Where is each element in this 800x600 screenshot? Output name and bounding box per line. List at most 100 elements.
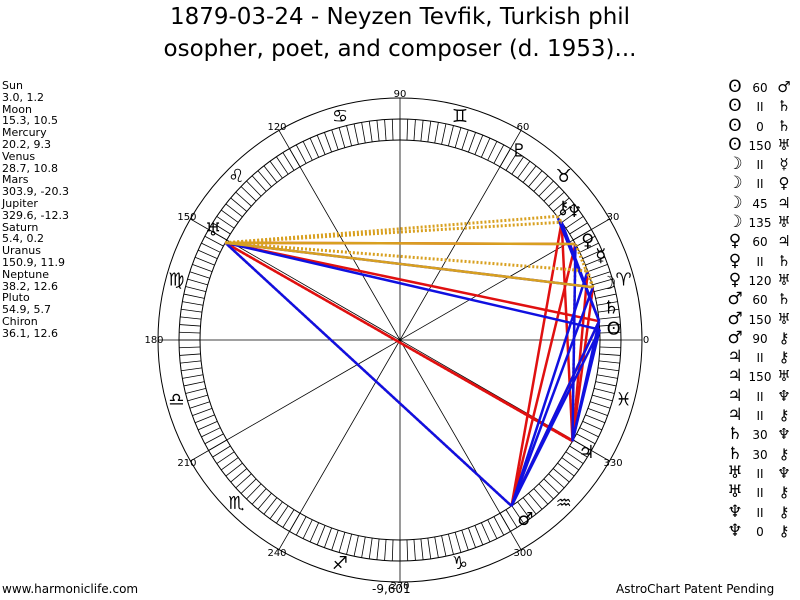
aspect-value: 30 (752, 428, 768, 443)
degree-tick (597, 308, 619, 313)
mercury-icon: ☿ (779, 155, 789, 174)
degree-tick (447, 533, 454, 555)
degree-tick (596, 301, 618, 306)
degree-tick (204, 433, 224, 445)
degree-tick (276, 505, 289, 524)
neptune-icon: ♆ (566, 201, 582, 222)
planet-name: Venus (2, 149, 36, 163)
venus-icon: ♀ (728, 231, 742, 252)
degree-tick (189, 401, 210, 409)
mars-icon: ♂ (727, 308, 743, 329)
degree-tick (511, 156, 524, 175)
sun-icon: ʘ (607, 318, 621, 339)
degree-tick (180, 316, 202, 320)
aspect-value: II (756, 466, 764, 481)
zodiac-sign-icon: ♉ (556, 166, 572, 187)
sun-icon: ʘ (728, 115, 742, 136)
degree-tick (413, 539, 416, 561)
degree-tick (391, 539, 394, 561)
parallel-line (225, 241, 594, 289)
degree-tick (361, 122, 366, 144)
aspect-row: ♃ II ⚷ (724, 405, 794, 425)
degree-tick (179, 324, 201, 327)
planet-values: 3.0, 1.2 (2, 90, 44, 104)
zodiac-sign-icon: ♎ (168, 389, 184, 410)
degree-tick (552, 468, 570, 483)
degree-tick (302, 141, 313, 161)
degree-tick (480, 522, 491, 543)
degree-tick (427, 537, 432, 559)
aspect-row: ♂ 90 ⚷ (724, 328, 794, 348)
degree-tick (179, 331, 201, 334)
degree-tick (361, 536, 366, 558)
parallel-line (225, 214, 558, 245)
aspect-row: ☽ 45 ♃ (724, 193, 794, 213)
aspect-line (571, 243, 577, 442)
degree-tick (346, 533, 353, 555)
degree-label: 120 (267, 122, 286, 133)
degree-tick (316, 525, 326, 546)
degree-tick (189, 271, 210, 279)
degree-label: 150 (177, 212, 196, 223)
degree-tick (235, 191, 252, 207)
venus-icon: ♀ (728, 269, 742, 290)
zodiac-sign-icon: ♓ (616, 389, 632, 410)
aspect-value: 0 (756, 119, 764, 134)
aspect-line (224, 241, 574, 443)
degree-tick (548, 191, 565, 207)
degree-tick (406, 119, 409, 141)
aspect-value: II (756, 505, 764, 520)
aspect-row: ♀ II ♄ (724, 251, 794, 271)
zodiac-sign-icon: ♊ (452, 106, 468, 127)
degree-tick (493, 516, 505, 536)
degree-tick (599, 324, 621, 327)
degree-tick (595, 293, 617, 299)
degree-tick (561, 457, 580, 471)
degree-tick (192, 408, 213, 416)
degree-tick (282, 509, 295, 528)
aspect-value: 150 (748, 138, 772, 153)
jupiter-icon: ♃ (727, 385, 743, 406)
venus-icon: ♀ (581, 231, 594, 252)
sun-icon: ʘ (728, 77, 742, 97)
aspect-row: ♃ 150 ♅ (724, 367, 794, 387)
chiron-icon: ⚷ (556, 197, 569, 218)
degree-tick (569, 445, 588, 458)
degree-tick (376, 538, 380, 560)
saturn-icon: ♄ (603, 297, 619, 318)
degree-tick (454, 127, 462, 148)
planet-name: Moon (2, 102, 32, 116)
degree-tick (533, 175, 549, 192)
planet-values: 28.7, 10.8 (2, 161, 58, 175)
saturn-icon: ♄ (777, 290, 791, 309)
degree-tick (543, 478, 560, 494)
degree-tick (230, 197, 248, 212)
degree-tick (295, 516, 307, 536)
uranus-icon: ♅ (777, 367, 791, 386)
degree-tick (181, 308, 203, 313)
degree-tick (590, 401, 611, 409)
degree-tick (441, 123, 447, 145)
degree-tick (220, 457, 239, 471)
jupiter-icon: ♃ (777, 193, 791, 212)
aspect-list: ʘ 60 ♂ ʘ II ♄ ʘ 0 ♄ ʘ 150 ♅ ☽ II ☿ ☽ II ♀ ☽ 45 ♃ ☽ 135 ♅ ♀ 60 ♃ ♀ II… (724, 77, 794, 541)
aspect-value: II (756, 486, 764, 501)
degree-tick (461, 530, 469, 551)
degree-tick (598, 316, 620, 320)
degree-label: 270 (390, 581, 409, 592)
aspect-line (224, 241, 601, 331)
saturn-icon: ♄ (727, 443, 743, 464)
zodiac-sign-icon: ♑ (452, 553, 468, 574)
aspect-value: II (756, 158, 764, 173)
aspect-value: 120 (748, 273, 772, 288)
degree-tick (181, 367, 203, 372)
aspect-row: ♂ 60 ♄ (724, 289, 794, 309)
planet-name: Sun (2, 79, 23, 92)
degree-tick (269, 160, 283, 179)
planet-name: Neptune (2, 267, 50, 281)
degree-tick (331, 530, 339, 551)
aspect-value: II (756, 389, 764, 404)
neptune-icon: ♆ (777, 425, 791, 444)
degree-tick (368, 121, 373, 143)
